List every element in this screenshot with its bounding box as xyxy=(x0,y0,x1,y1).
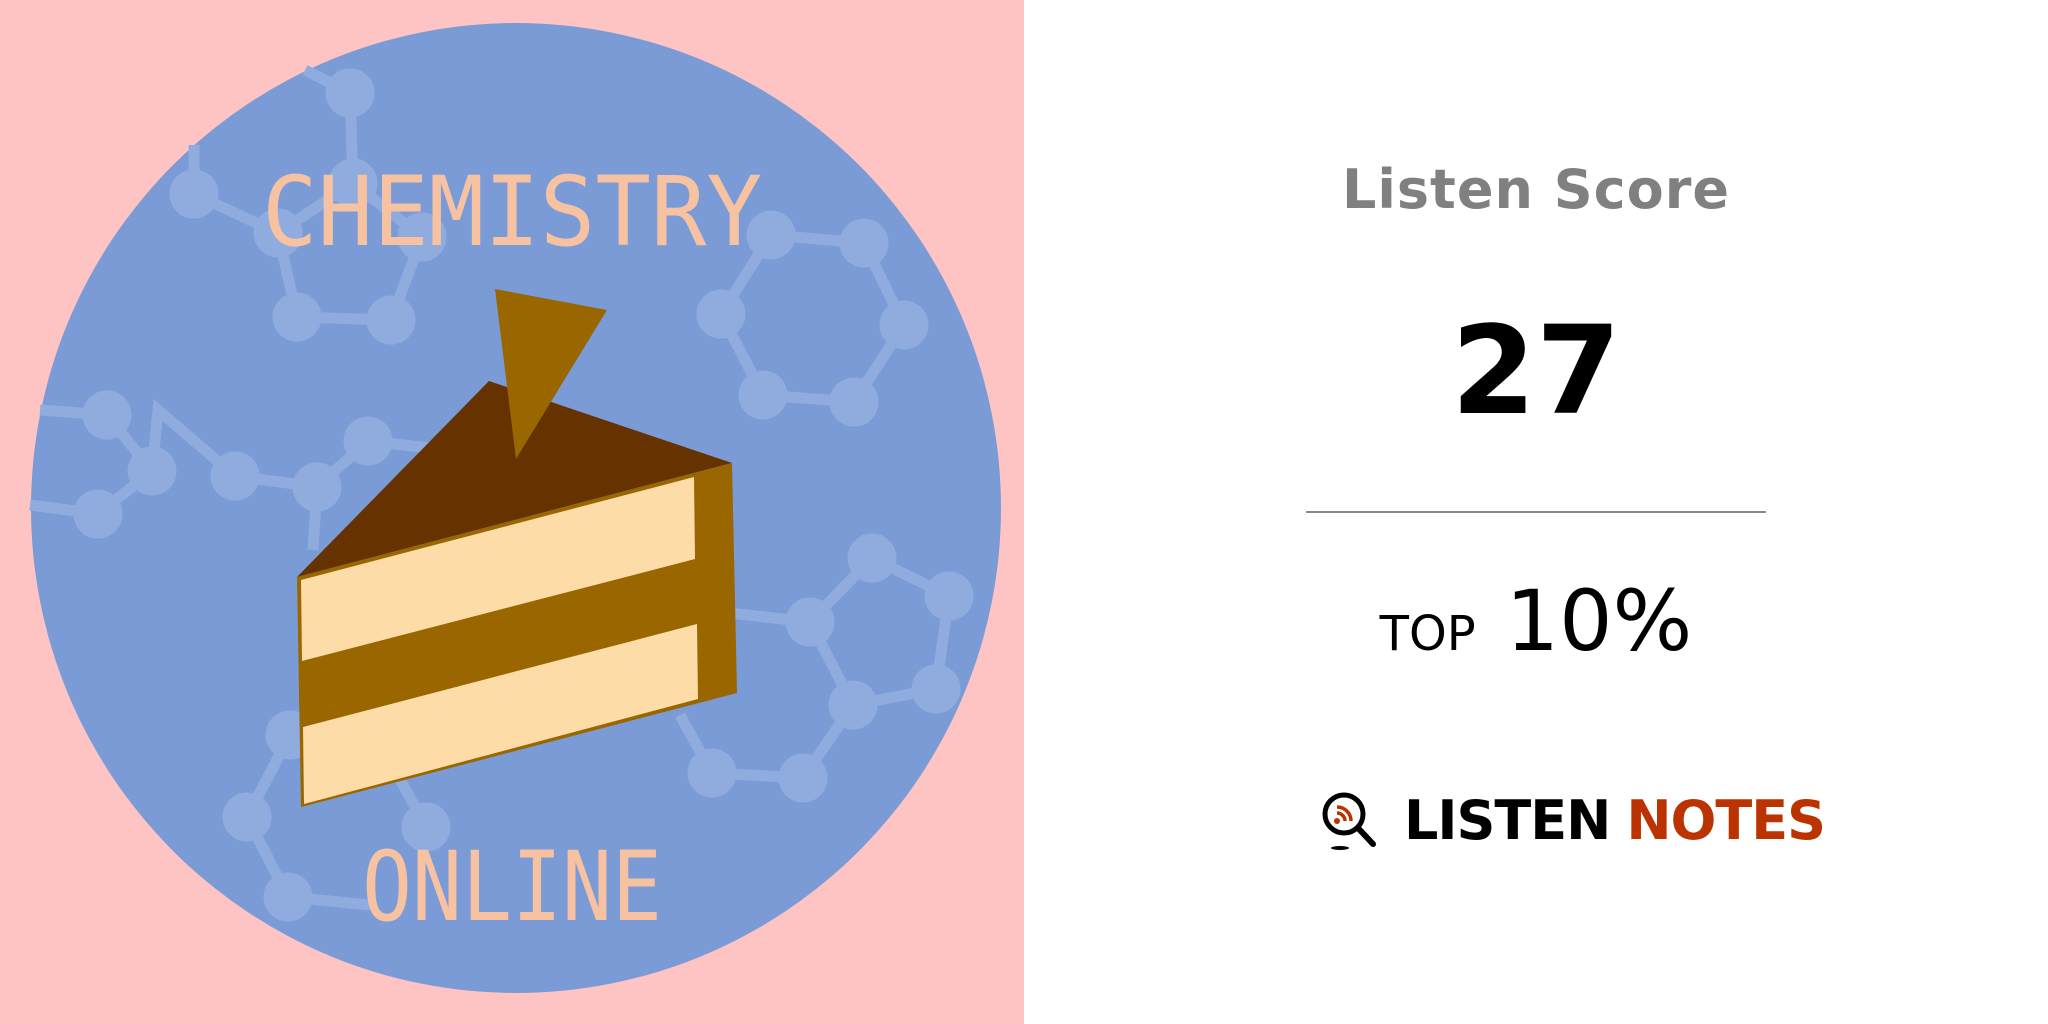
listen-score-value: 27 xyxy=(1451,300,1621,442)
rank-value: 10% xyxy=(1505,572,1693,670)
artwork-title-bottom: ONLINE xyxy=(362,831,662,943)
podcast-artwork: CHEMISTRY ONLINE xyxy=(0,0,1024,1024)
molecule-pattern xyxy=(29,65,974,922)
magnifier-rss-icon xyxy=(1322,792,1376,850)
rank-row: TOP 10% xyxy=(1024,572,2048,670)
molecule-nodes xyxy=(73,68,974,922)
listen-score-panel: Listen Score 27 TOP 10% LISTEN NOTES xyxy=(1024,0,2048,1024)
artwork-title-top: CHEMISTRY xyxy=(262,156,762,268)
rank-label: TOP xyxy=(1379,606,1476,662)
brand-word-notes: NOTES xyxy=(1626,788,1826,852)
brand-word-listen: LISTEN xyxy=(1404,788,1611,852)
listen-notes-logo: LISTEN NOTES xyxy=(1318,785,1826,855)
cake-slice-illustration xyxy=(297,289,737,807)
divider xyxy=(1306,511,1766,513)
listen-score-title: Listen Score xyxy=(1342,158,1730,221)
